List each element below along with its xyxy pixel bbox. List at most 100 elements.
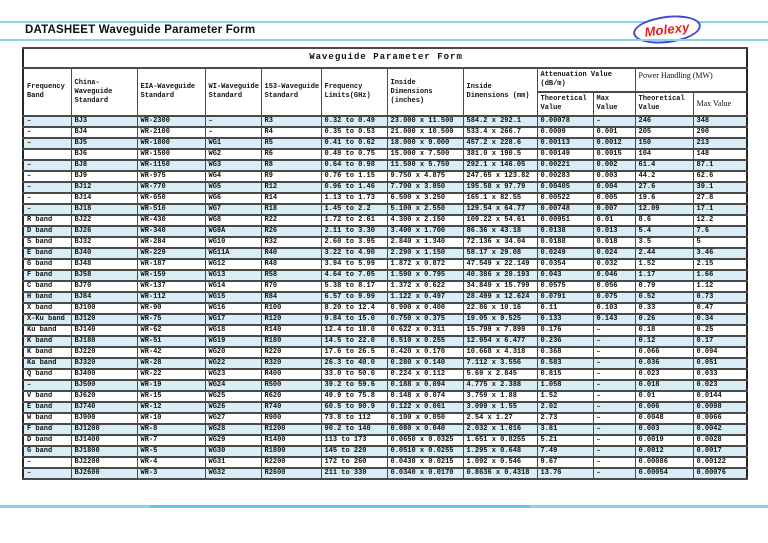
cell: 0.00221 — [536, 159, 594, 173]
cell: 22.86 x 10.16 — [462, 302, 538, 316]
cell: 0.750 x 0.375 — [386, 313, 464, 327]
cell: 27.6 — [634, 181, 694, 195]
cell: 1.66 — [692, 269, 748, 283]
cell: BJ740 — [70, 401, 138, 415]
cell: R500 — [260, 379, 322, 393]
cell: 21.000 x 10.500 — [386, 126, 464, 140]
table-row: – BJ4 WR-2100– R4 0.35 to 0.53 21.000 x 10.50… — [22, 126, 748, 140]
cell: 62.6 — [692, 170, 748, 184]
cell: WR-187 — [136, 258, 206, 272]
cell: R70 — [260, 280, 322, 294]
cell: 0.73 — [692, 291, 748, 305]
table-row: Ka band BJ320 WR-28 WG22 R320 26.3 to 40.0 0.2… — [22, 357, 748, 371]
cell: 1.17 — [634, 269, 694, 283]
cell: 0.051 — [692, 357, 748, 371]
cell: 348 — [692, 115, 748, 129]
molexy-logo: Molexy — [631, 11, 703, 48]
cell: WR-137 — [136, 280, 206, 294]
cell: 0.18 — [634, 324, 694, 338]
cell: WR-10 — [136, 412, 206, 426]
cell: R900 — [260, 412, 322, 426]
table-title-row: Waveguide Parameter Form — [22, 47, 748, 69]
cell: WR-12 — [136, 401, 206, 415]
cell: 113 to 173 — [320, 434, 388, 448]
cell: 7.700 x 3.850 — [386, 181, 464, 195]
cell: WG29 — [204, 434, 262, 448]
cell: WR-19 — [136, 379, 206, 393]
cell: 0.00113 — [536, 137, 594, 151]
cell: R12 — [260, 181, 322, 195]
waveguide-parameter-table: Waveguide Parameter Form Frequency Band … — [22, 47, 749, 481]
cell: 0.0249 — [536, 247, 594, 261]
cell: – — [22, 192, 72, 206]
table-row: S band BJ32 WR-284 WG10 R32 2.60 to 3.95 2.840… — [22, 236, 748, 250]
table-row: V band BJ620 WR-15 WG25 R620 49.9 to 75.8 0.14… — [22, 390, 748, 404]
cell: 1.72 to 2.61 — [320, 214, 388, 228]
cell: BJ400 — [70, 368, 138, 382]
cell: 17.6 to 26.5 — [320, 346, 388, 360]
cell: 2.73 — [536, 412, 594, 426]
sub-header-power-max: Max Value — [692, 91, 748, 118]
cell: 246 — [634, 115, 694, 129]
cell: BJ900 — [70, 412, 138, 426]
cell: 26.3 to 40.0 — [320, 357, 388, 371]
cell: 0.133 — [536, 313, 594, 327]
cell: 0.023 — [634, 368, 694, 382]
cell: 0.0510 x 0.0255 — [386, 445, 464, 459]
cell: 148 — [692, 148, 748, 162]
cell: 6.57 to 9.99 — [320, 291, 388, 305]
cell: 1.12 — [692, 280, 748, 294]
cell: 0.00149 — [536, 148, 594, 162]
cell: 0.52 — [634, 291, 694, 305]
cell: BJ140 — [70, 324, 138, 338]
cell: 8.20 to 12.4 — [320, 302, 388, 316]
cell: 2.44 — [634, 247, 694, 261]
cell: 86.36 x 43.18 — [462, 225, 538, 239]
cell: – — [22, 203, 72, 217]
cell: R180 — [260, 335, 322, 349]
cell: R6 — [260, 148, 322, 162]
cell: 0.33 — [634, 302, 694, 316]
cell: 5.100 x 2.550 — [386, 203, 464, 217]
cell: 172 to 260 — [320, 456, 388, 470]
col-header-frequency-limits: Frequency Limits(GHz) — [320, 66, 388, 118]
cell: 0.094 — [692, 346, 748, 360]
cell: 4.775 x 2.388 — [462, 379, 538, 393]
cell: 0.143 — [592, 313, 636, 327]
col-header-153-standard: 153-Waveguide Standard — [260, 66, 322, 118]
cell: 3.22 to 4.90 — [320, 247, 388, 261]
cell: WG32 — [204, 467, 262, 481]
cell: WR-510 — [136, 203, 206, 217]
cell: 0.0791 — [536, 291, 594, 305]
cell: 44.2 — [634, 170, 694, 184]
cell: WR-42 — [136, 346, 206, 360]
cell: 0.023 — [692, 379, 748, 393]
cell: 3.759 x 1.88 — [462, 390, 538, 404]
cell: 0.26 — [634, 313, 694, 327]
cell: WR-2300 — [136, 115, 206, 129]
cell: R120 — [260, 313, 322, 327]
cell: WG23 — [204, 368, 262, 382]
cell: 4.64 to 7.05 — [320, 269, 388, 283]
cell: 15.799 x 7.899 — [462, 324, 538, 338]
cell: WR-22 — [136, 368, 206, 382]
cell: Q band — [22, 368, 72, 382]
table-row: Q band BJ400 WR-22 WG23 R400 33.0 to 50.0 0.22… — [22, 368, 748, 382]
cell: WG28 — [204, 423, 262, 437]
cell: E band — [22, 247, 72, 261]
cell: 0.018 — [634, 379, 694, 393]
cell: 61.4 — [634, 159, 694, 173]
cell: D band — [22, 225, 72, 239]
cell: 1.058 — [536, 379, 594, 393]
cell: 0.0028 — [692, 434, 748, 448]
cell: R32 — [260, 236, 322, 250]
cell: 3.099 x 1.55 — [462, 401, 538, 415]
header-divider-rule — [0, 39, 768, 41]
cell: 1.52 — [634, 258, 694, 272]
cell: – — [592, 379, 636, 393]
cell: 0.006 — [634, 401, 694, 415]
cell: R5 — [260, 137, 322, 151]
cell: WR-2100 — [136, 126, 206, 140]
cell: 0.00054 — [634, 467, 694, 481]
cell: R740 — [260, 401, 322, 415]
